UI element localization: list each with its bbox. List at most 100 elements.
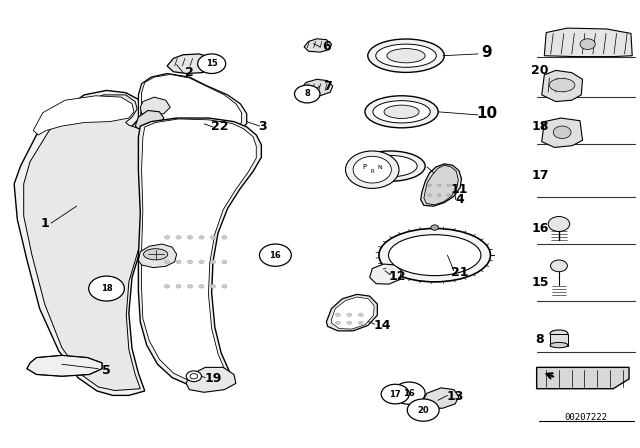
Polygon shape <box>24 95 194 391</box>
Polygon shape <box>135 111 164 129</box>
Circle shape <box>198 54 226 73</box>
Polygon shape <box>541 70 582 102</box>
Text: P: P <box>362 164 367 170</box>
Circle shape <box>199 284 204 288</box>
Polygon shape <box>186 367 236 392</box>
Circle shape <box>199 236 204 239</box>
Text: 9: 9 <box>482 45 492 60</box>
Circle shape <box>413 56 420 61</box>
Circle shape <box>437 184 441 187</box>
Circle shape <box>392 56 399 61</box>
Circle shape <box>89 276 124 301</box>
Circle shape <box>188 260 193 263</box>
Ellipse shape <box>384 105 419 118</box>
Ellipse shape <box>355 151 425 181</box>
Circle shape <box>176 284 181 288</box>
Circle shape <box>407 399 439 421</box>
Circle shape <box>437 194 441 196</box>
Ellipse shape <box>373 101 430 123</box>
Polygon shape <box>167 54 215 73</box>
Circle shape <box>428 194 431 196</box>
Circle shape <box>211 236 216 239</box>
Text: 1: 1 <box>40 217 49 230</box>
Polygon shape <box>141 119 256 383</box>
Text: 2: 2 <box>185 66 194 79</box>
Circle shape <box>199 260 204 263</box>
Polygon shape <box>420 164 461 206</box>
Text: 20: 20 <box>417 405 429 414</box>
Text: 00207222: 00207222 <box>565 413 608 422</box>
Text: R: R <box>371 169 374 174</box>
Circle shape <box>346 151 399 188</box>
Text: 5: 5 <box>102 363 111 376</box>
Circle shape <box>553 126 571 138</box>
Text: 16: 16 <box>403 389 415 398</box>
Ellipse shape <box>550 330 568 337</box>
Text: 3: 3 <box>259 120 267 133</box>
Circle shape <box>211 284 216 288</box>
Text: 11: 11 <box>450 183 468 196</box>
Polygon shape <box>300 79 333 96</box>
Circle shape <box>164 284 170 288</box>
Text: 13: 13 <box>447 390 464 403</box>
Polygon shape <box>140 74 242 137</box>
Polygon shape <box>537 367 629 389</box>
Circle shape <box>335 321 340 325</box>
Circle shape <box>381 384 409 404</box>
Circle shape <box>431 225 438 230</box>
Circle shape <box>164 260 170 263</box>
Circle shape <box>358 321 364 325</box>
Text: 17: 17 <box>389 390 401 399</box>
Text: 17: 17 <box>531 169 548 182</box>
Text: 10: 10 <box>476 106 497 121</box>
Circle shape <box>358 313 364 317</box>
Text: 16: 16 <box>531 222 548 235</box>
Circle shape <box>222 260 227 263</box>
Text: 8: 8 <box>536 333 544 346</box>
Circle shape <box>222 284 227 288</box>
Circle shape <box>190 374 198 379</box>
Polygon shape <box>370 264 401 284</box>
Text: 15: 15 <box>206 59 218 68</box>
Polygon shape <box>422 388 459 408</box>
Polygon shape <box>550 333 568 346</box>
Text: N: N <box>378 164 382 169</box>
Ellipse shape <box>549 78 575 92</box>
Circle shape <box>447 184 451 187</box>
Ellipse shape <box>368 39 444 73</box>
Text: 14: 14 <box>374 319 391 332</box>
Text: 21: 21 <box>451 266 469 279</box>
Text: 7: 7 <box>323 80 332 93</box>
Polygon shape <box>304 39 332 52</box>
Circle shape <box>394 382 425 404</box>
Polygon shape <box>544 28 632 56</box>
Text: 15: 15 <box>531 276 548 289</box>
Text: 16: 16 <box>269 251 281 260</box>
Circle shape <box>353 156 392 183</box>
Ellipse shape <box>550 342 568 348</box>
Polygon shape <box>33 96 134 135</box>
Circle shape <box>176 236 181 239</box>
Circle shape <box>164 236 170 239</box>
Polygon shape <box>27 355 102 376</box>
Circle shape <box>447 194 451 196</box>
Circle shape <box>550 260 568 272</box>
Polygon shape <box>138 118 261 388</box>
Text: 6: 6 <box>322 40 331 53</box>
Text: 20: 20 <box>531 64 548 77</box>
Text: 18: 18 <box>100 284 113 293</box>
Circle shape <box>548 216 570 232</box>
Ellipse shape <box>363 155 417 177</box>
Ellipse shape <box>388 235 481 276</box>
Polygon shape <box>541 118 582 147</box>
Polygon shape <box>140 97 170 116</box>
Circle shape <box>294 85 320 103</box>
Polygon shape <box>138 244 177 267</box>
Circle shape <box>428 184 431 187</box>
Circle shape <box>188 284 193 288</box>
Circle shape <box>186 371 202 382</box>
Ellipse shape <box>379 228 490 282</box>
Text: 12: 12 <box>389 270 406 283</box>
Polygon shape <box>138 73 246 139</box>
Circle shape <box>188 236 193 239</box>
